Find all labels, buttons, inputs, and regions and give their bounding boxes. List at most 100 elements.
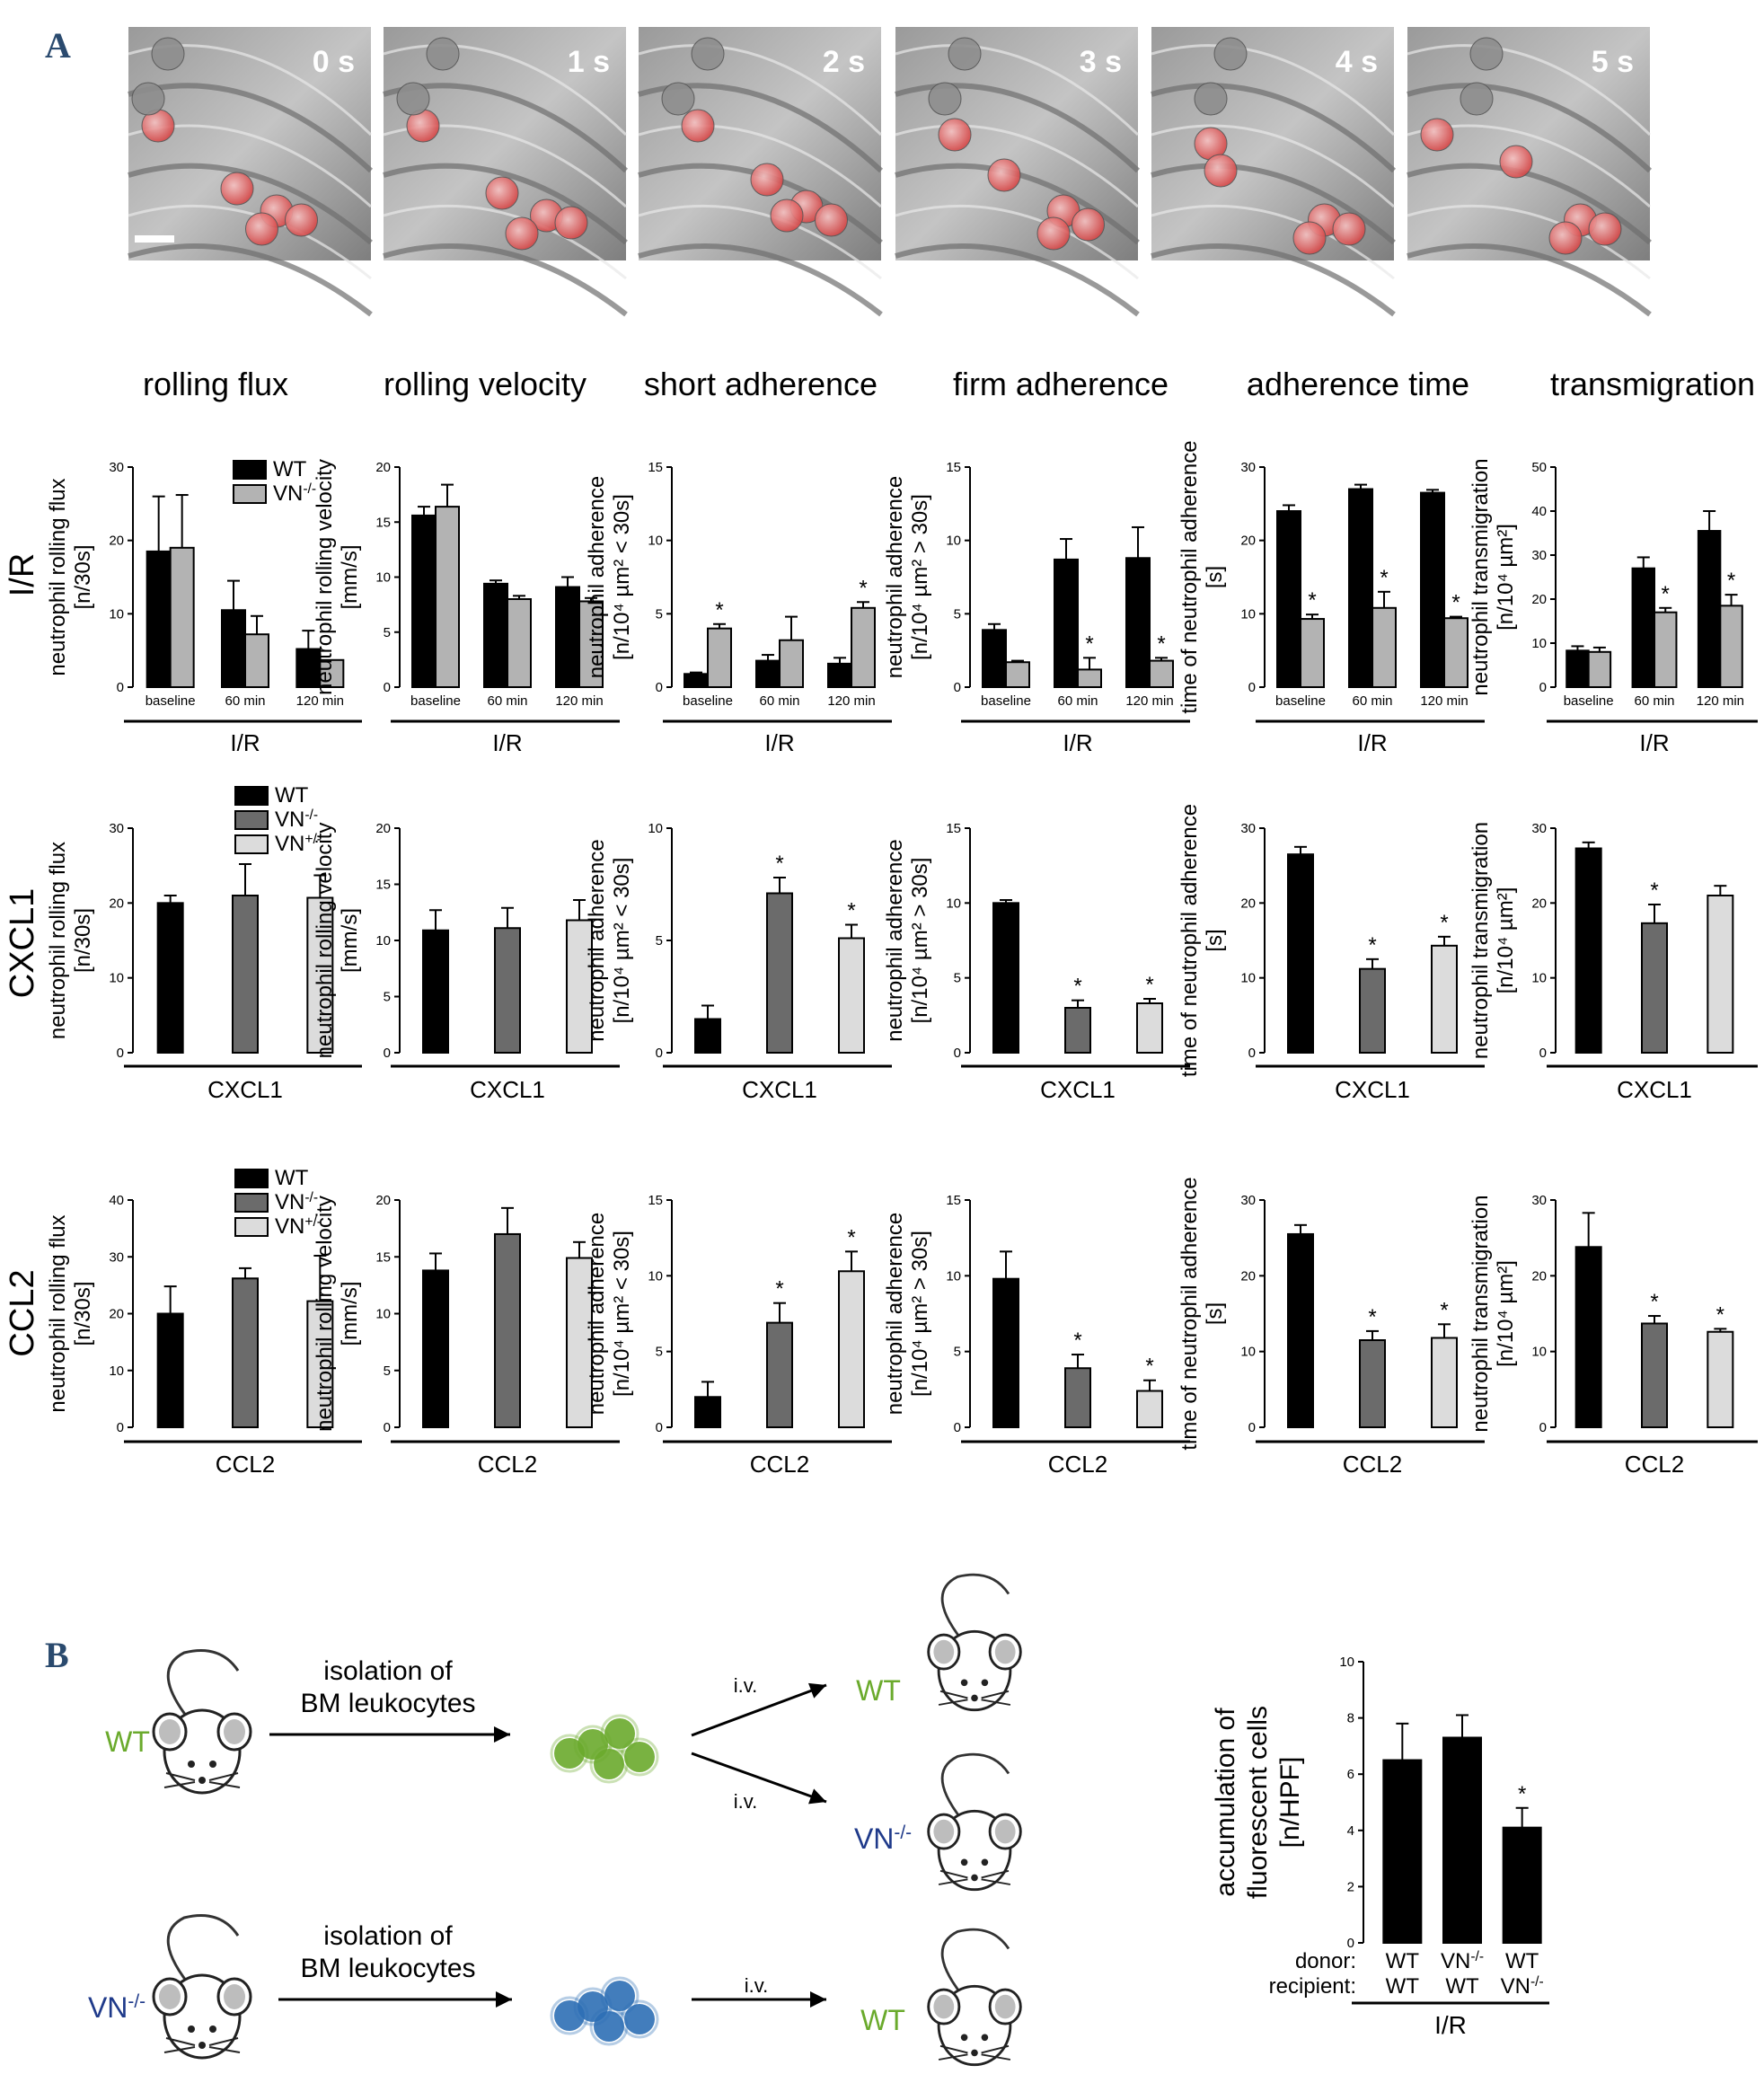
y-tick-label: 10 — [109, 971, 124, 986]
bar — [1359, 967, 1386, 1054]
y-tick-label: 10 — [1531, 1345, 1547, 1360]
leukocyte-halo — [600, 1976, 639, 2016]
mouse-ear-inner — [159, 1984, 181, 2009]
y-tick-label: 0 — [656, 1420, 663, 1435]
bar — [982, 629, 1007, 688]
leukocyte-halo — [550, 1996, 589, 2035]
y-axis-title: time of neutrophil adherence — [1177, 1177, 1202, 1450]
mouse-eye — [188, 1761, 195, 1768]
scale-bar — [135, 235, 174, 243]
microscopy-strip: 0 s 1 s 2 s 3 s 4 s 5 s — [128, 27, 1653, 317]
significance-star: * — [1650, 878, 1658, 903]
bar — [766, 1321, 793, 1428]
x-tick-label: 60 min — [1634, 693, 1674, 709]
y-tick-label: 30 — [109, 460, 124, 475]
y-tick-label: 30 — [1531, 1193, 1547, 1208]
mouse-eye — [981, 1679, 989, 1687]
y-axis-unit: [mm/s] — [338, 1282, 362, 1346]
bar — [1502, 1826, 1542, 1945]
recipient-label-vn: VN-/- — [854, 1822, 912, 1856]
bar — [169, 546, 195, 688]
x-tick-label: 120 min — [555, 693, 603, 709]
cell — [750, 163, 784, 197]
y-tick-label: 0 — [1347, 1936, 1354, 1951]
legend-swatch — [234, 1217, 269, 1237]
x-tick-label: 120 min — [296, 693, 344, 709]
bar — [1005, 661, 1030, 689]
y-tick-label: 5 — [656, 1345, 663, 1360]
group-label: CXCL1 — [1617, 1076, 1692, 1103]
y-axis-unit: [n/10⁴ µm² < 30s] — [610, 494, 634, 660]
bar — [1654, 611, 1678, 689]
y-axis-unit: [mm/s] — [338, 545, 362, 610]
bar — [156, 902, 184, 1054]
y-tick-label: 15 — [375, 878, 391, 893]
y-axis-unit: [n/10⁴ µm² > 30s] — [908, 1231, 932, 1397]
bar — [1566, 649, 1590, 689]
recipient-genotype: WT — [1386, 1974, 1420, 1999]
tissue-fiber — [383, 243, 628, 317]
x-tick-label: 120 min — [1697, 693, 1744, 709]
bar — [566, 1257, 593, 1429]
row-label: CXCL1 — [4, 888, 41, 999]
mouse-ear-inner — [933, 1639, 955, 1664]
legend-label: WT — [273, 457, 307, 481]
group-label: I/R — [492, 729, 522, 756]
mouse-icon — [927, 1928, 1022, 2067]
cell — [1588, 212, 1622, 246]
y-tick-label: 15 — [375, 1249, 391, 1265]
mouse-whisker — [938, 2053, 968, 2061]
mouse-whisker — [163, 1781, 196, 1788]
donor-label-vn: VN-/- — [88, 1991, 146, 2025]
legend-label: VN-/- — [275, 808, 318, 833]
bar-chart: 0 10 20 30 time of neutrophil adherence[s] * *… — [1177, 804, 1485, 1103]
y-tick-label: 10 — [1240, 1345, 1256, 1360]
y-axis-unit: [n/10⁴ µm²] — [1494, 1260, 1518, 1367]
y-tick-label: 15 — [648, 1193, 663, 1208]
recipient-label-wt: WT — [860, 2004, 905, 2036]
tissue-fiber — [895, 204, 1139, 280]
y-axis-title: neutrophil adherence — [883, 839, 907, 1042]
y-tick-label: 50 — [1531, 460, 1547, 475]
y-tick-label: 5 — [954, 606, 961, 622]
legend-label: WT — [275, 1166, 309, 1190]
legend-label: WT — [275, 783, 309, 808]
mouse-tail — [940, 1752, 1010, 1826]
y-axis-title: neutrophil transmigration — [1469, 1195, 1493, 1432]
y-axis-title: neutrophil adherence — [883, 1213, 907, 1416]
bar — [1054, 558, 1079, 689]
bar — [1064, 1007, 1091, 1054]
group-label: CXCL1 — [207, 1076, 283, 1103]
bar — [1443, 617, 1469, 689]
cell — [1072, 207, 1105, 242]
significance-star: * — [1368, 1305, 1376, 1329]
cell — [1460, 82, 1494, 116]
panel-b-letter: B — [45, 1635, 69, 1675]
frame-time-label: 3 s — [1080, 45, 1122, 79]
y-tick-label: 15 — [946, 821, 961, 836]
bar — [1420, 491, 1445, 688]
cell — [554, 206, 588, 240]
bar-chart: 0 5 10 15 neutrophil adherence [n/10⁴ µm² < 3… — [585, 1193, 892, 1478]
y-tick-label: 5 — [954, 1345, 961, 1360]
bar — [232, 895, 259, 1054]
bar — [1442, 1736, 1482, 1945]
cell — [948, 37, 982, 71]
x-tick-label: 120 min — [1420, 693, 1468, 709]
row-label: I/R — [4, 553, 41, 597]
y-axis-title: neutrophil adherence — [585, 1213, 609, 1416]
mouse-tail — [166, 1914, 240, 1990]
y-tick-label: 10 — [375, 933, 391, 949]
x-tick-label: baseline — [410, 693, 461, 709]
bar-chart: 0 10 20 30 40 50 neutrophil transmigration [n/1… — [1469, 458, 1758, 756]
cell — [1194, 82, 1228, 116]
group-label: CXCL1 — [742, 1076, 817, 1103]
y-tick-label: 15 — [946, 460, 961, 475]
donor-genotype: VN-/- — [1441, 1949, 1484, 1974]
tissue-fiber — [1151, 163, 1396, 245]
legend-label: VN+/- — [275, 1214, 322, 1240]
cell — [691, 37, 725, 71]
isolation-text: BM leukocytes — [300, 1689, 475, 1718]
